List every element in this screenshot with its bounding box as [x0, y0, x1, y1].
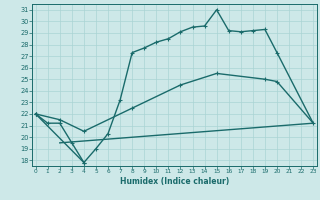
- X-axis label: Humidex (Indice chaleur): Humidex (Indice chaleur): [120, 177, 229, 186]
